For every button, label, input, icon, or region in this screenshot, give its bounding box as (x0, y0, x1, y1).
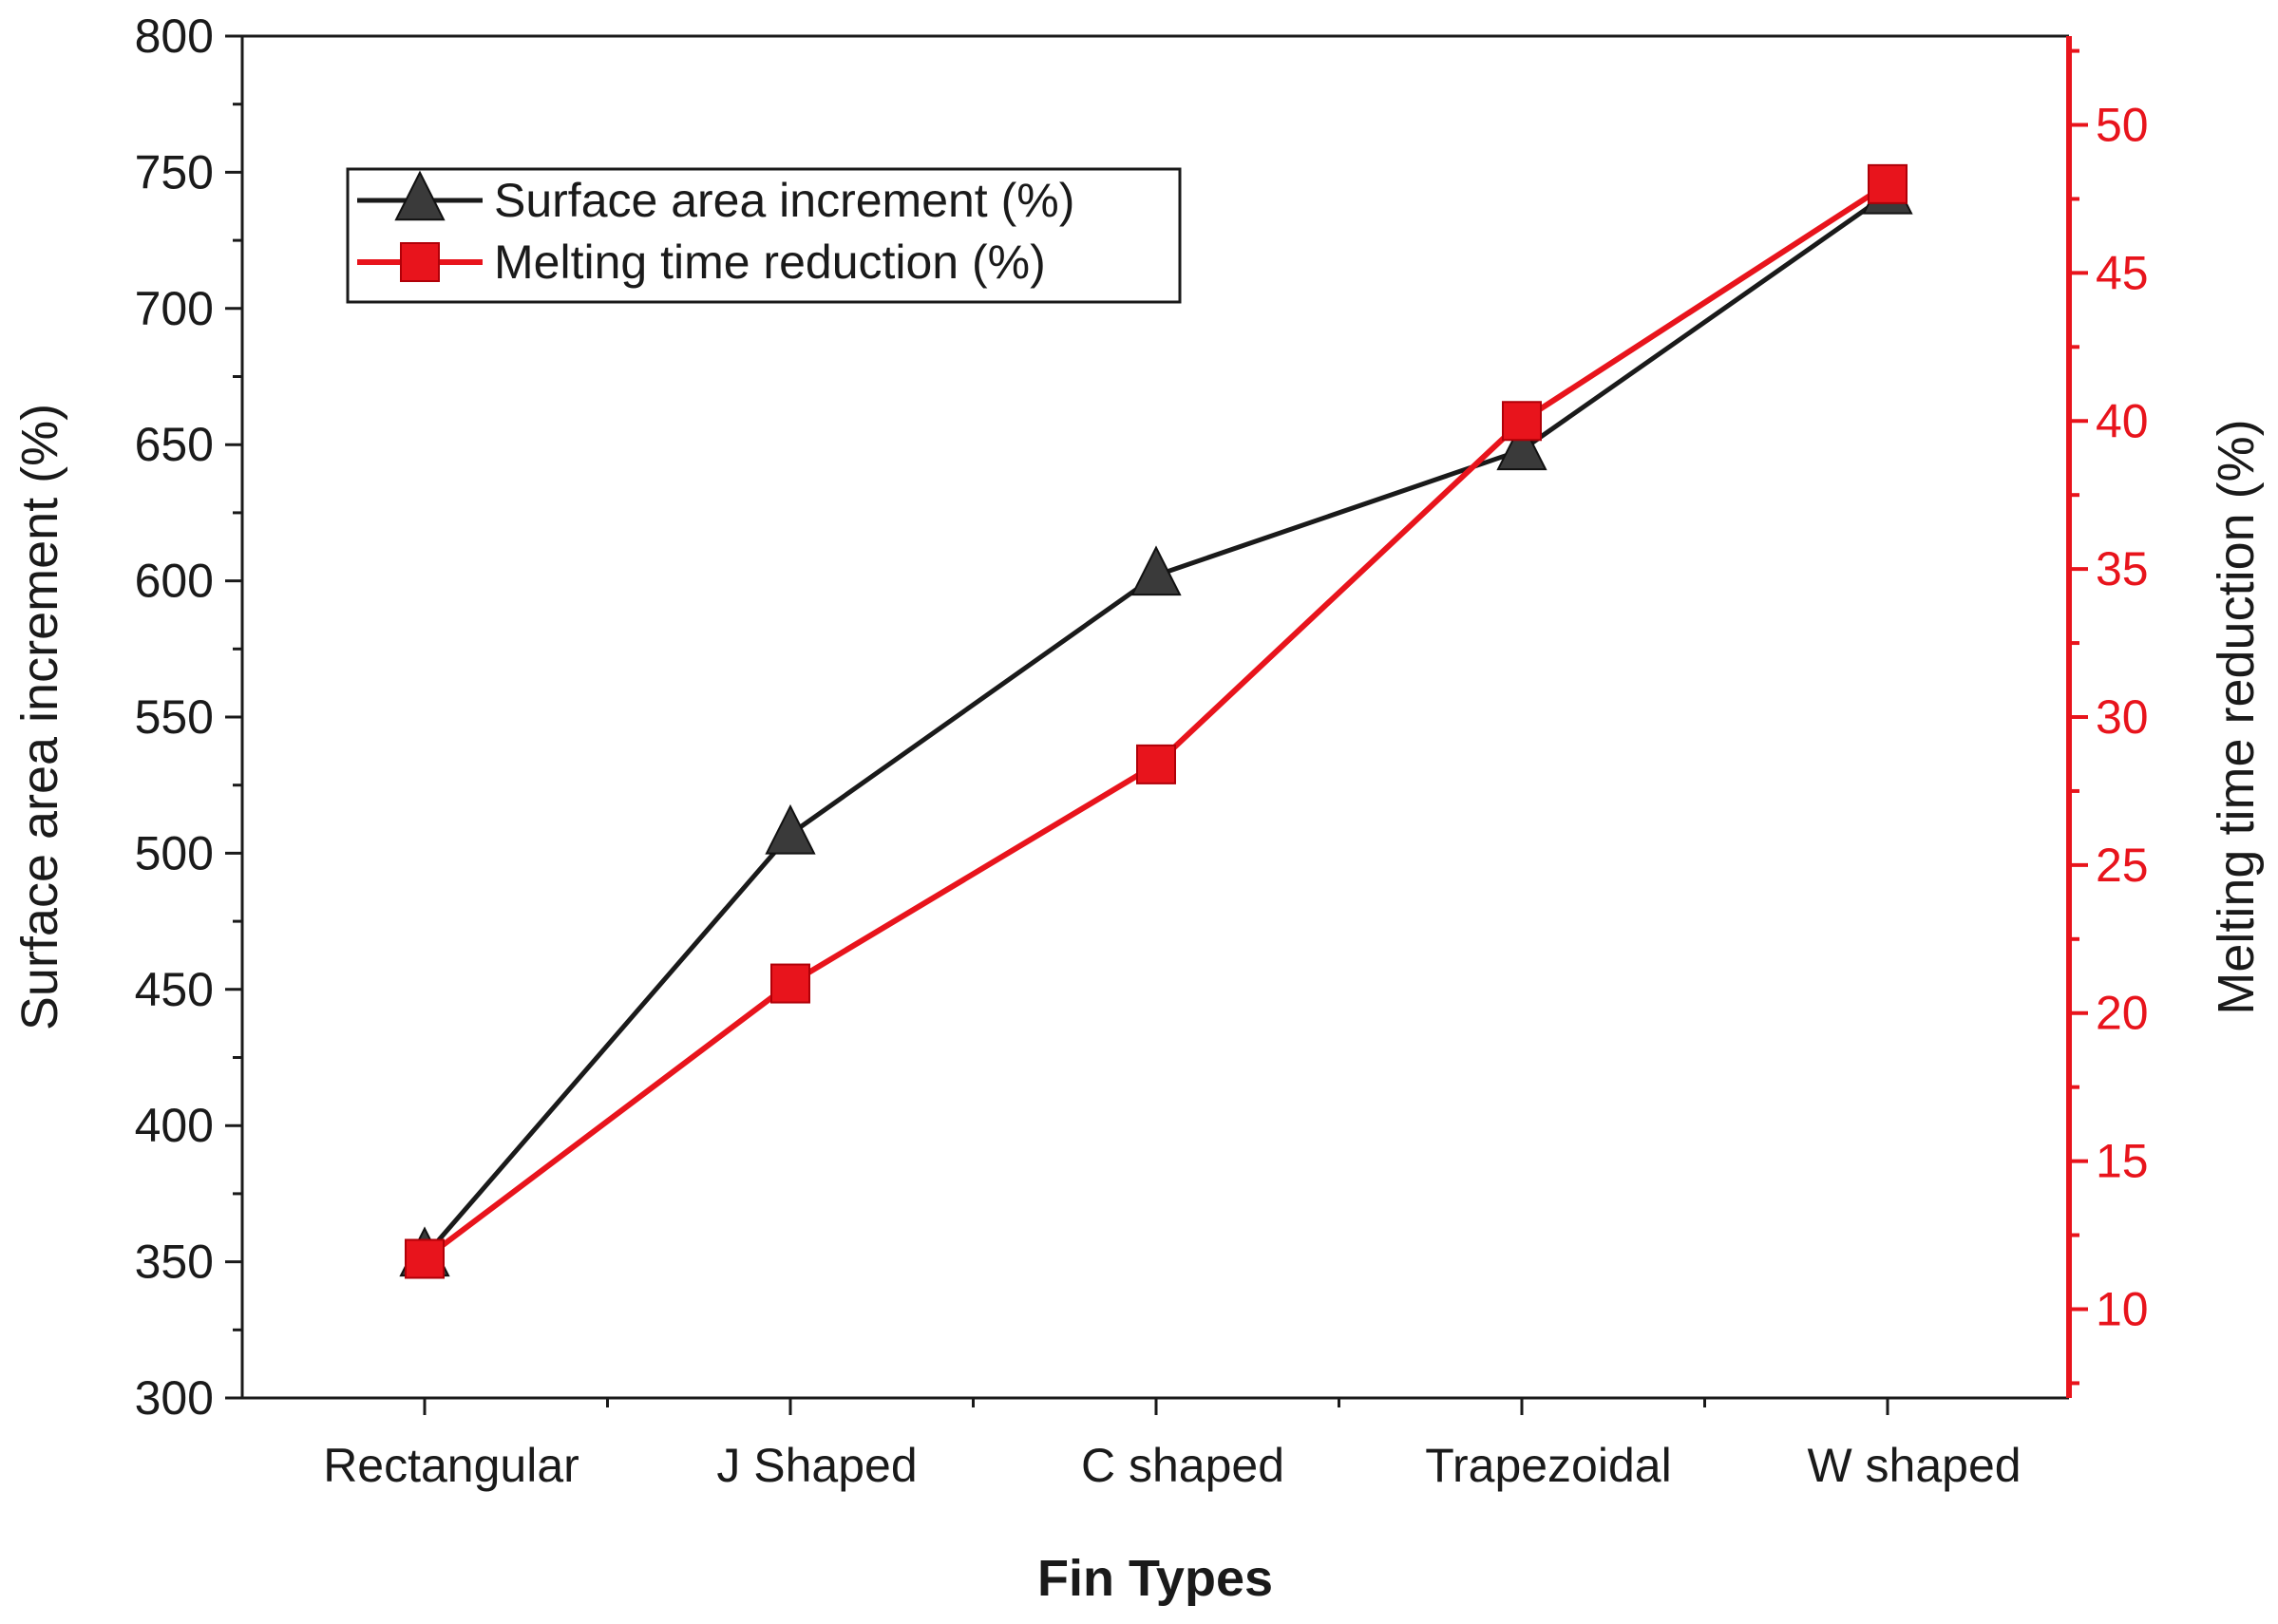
series-point-square (405, 1238, 445, 1279)
y-tick-label: 350 (135, 1236, 214, 1289)
y-tick-label: 500 (135, 826, 214, 879)
x-tick-label: J Shaped (716, 1439, 917, 1492)
y2-tick-label: 45 (2096, 246, 2149, 299)
legend-label-1: Surface area increment (%) (494, 174, 1074, 227)
legend-label-2: Melting time reduction (%) (494, 236, 1046, 289)
y-tick-label: 450 (135, 963, 214, 1016)
x-tick-label: Rectangular (323, 1439, 579, 1492)
series-point-square (770, 963, 810, 1004)
x-tick-label: C shaped (1081, 1439, 1284, 1492)
series-point-triangle (765, 803, 816, 855)
legend-box (346, 167, 1182, 304)
y2-tick-label: 25 (2096, 839, 2149, 892)
series-point-triangle (1496, 420, 1547, 471)
y2-tick-label: 15 (2096, 1135, 2149, 1188)
x-tick-label: Trapezoidal (1425, 1439, 1671, 1492)
series-point-square (1868, 163, 1908, 204)
series-point-square (1136, 744, 1176, 784)
y-tick-label: 400 (135, 1099, 214, 1152)
series-group (399, 163, 1913, 1279)
legend-marker-triangle (394, 170, 446, 221)
legend: Surface area increment (%) Melting time r… (346, 167, 1182, 304)
y-tick-label: 550 (135, 690, 214, 744)
y-tick-label: 800 (135, 9, 214, 63)
legend-marker-square (400, 242, 440, 282)
y-tick-label: 300 (135, 1371, 214, 1425)
y2-axis-title: Melting time reduction (%) (2208, 419, 2265, 1014)
y2-tick-label: 10 (2096, 1282, 2149, 1335)
series-point-square (1502, 401, 1542, 442)
y-axis-title: Surface area increment (%) (11, 404, 68, 1030)
y2-tick-label: 30 (2096, 690, 2149, 744)
y-tick-label: 600 (135, 555, 214, 608)
y-tick-label: 750 (135, 145, 214, 198)
y2-tick-label: 20 (2096, 987, 2149, 1040)
y2-tick-label: 50 (2096, 99, 2149, 152)
x-axis-title: Fin Types (1037, 1550, 1273, 1607)
y2-tick-label: 40 (2096, 394, 2149, 447)
y-tick-label: 650 (135, 418, 214, 471)
x-tick-label: W shaped (1807, 1439, 2021, 1492)
y-tick-label: 700 (135, 282, 214, 335)
axis-labels-group: Fin Types Surface area increment (%) Melti… (11, 404, 2265, 1607)
y2-tick-label: 35 (2096, 542, 2149, 595)
axes-group: 300 350 400 450 500 550 600 650 700 750 800 10 15 20 2… (135, 9, 2149, 1492)
series-point-triangle (1130, 545, 1182, 596)
